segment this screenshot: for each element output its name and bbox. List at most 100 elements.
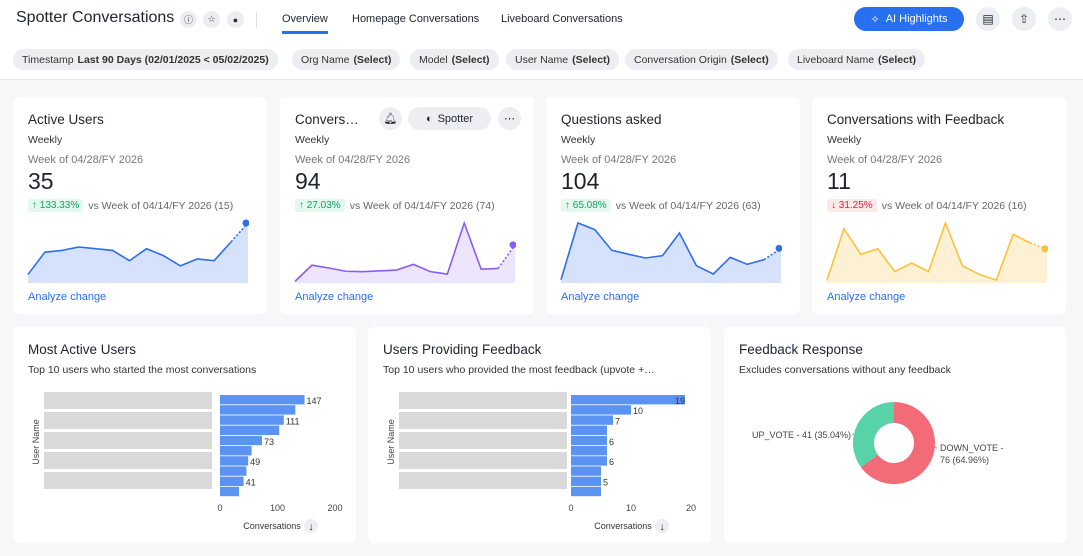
card-title: Most Active Users (28, 342, 137, 357)
kpi-card: Questions asked Weekly Week of 04/28/FY … (546, 97, 800, 314)
filter-chip[interactable]: User Name (Select) (506, 49, 620, 70)
x-axis-label: Conversations (243, 521, 301, 531)
x-tick-label: 200 (327, 503, 342, 513)
filter-label: Timestamp (22, 53, 74, 66)
bar[interactable] (220, 476, 244, 486)
kpi-period: Weekly (295, 134, 330, 146)
filter-chip[interactable]: Liveboard Name (Select) (788, 49, 925, 70)
filter-value: (Select) (451, 53, 490, 66)
bar[interactable] (220, 415, 284, 425)
filter-chip[interactable]: Timestamp Last 90 Days (02/01/2025 < 05/0… (13, 49, 278, 70)
top-bar: Spotter Conversations ⓘ ☆ ● Overview Hom… (0, 0, 1083, 80)
kpi-card: Convers… 🔔︎ ◐ Spotter ⋯ Weekly Week of 04/… (280, 97, 534, 314)
filter-chip[interactable]: Model (Select) (410, 49, 499, 70)
sparkline-area (561, 223, 781, 283)
page-title: Spotter Conversations (16, 9, 175, 26)
sparkline-line (27, 241, 232, 275)
sparkline-area (295, 223, 515, 283)
filter-chip[interactable]: Org Name (Select) (292, 49, 401, 70)
sparkline (27, 219, 249, 283)
user-name-placeholder (44, 472, 212, 489)
filter-value: (Select) (730, 53, 769, 66)
kpi-title: Questions asked (561, 112, 662, 127)
filter-chip[interactable]: Conversation Origin (Select) (625, 49, 778, 70)
y-axis-label: User Name (31, 419, 41, 465)
ai-highlights-button[interactable]: ✧ AI Highlights (854, 7, 964, 31)
slice-label-down-vote: DOWN_VOTE - (940, 443, 1004, 453)
bar[interactable] (571, 395, 685, 405)
tab-homepage-conversations[interactable]: Homepage Conversations (352, 13, 480, 25)
spotter-button[interactable]: ◐ Spotter (408, 107, 491, 130)
bar[interactable] (220, 456, 249, 466)
lock-icon[interactable]: ● (227, 11, 244, 28)
comparison-text: vs Week of 04/14/FY 2026 (63) (615, 199, 761, 212)
x-tick-label: 10 (626, 503, 636, 513)
kpi-value: 35 (28, 168, 54, 194)
bar[interactable] (220, 446, 252, 456)
tab-liveboard-conversations[interactable]: Liveboard Conversations (501, 13, 623, 25)
bar[interactable] (571, 415, 613, 425)
sort-button[interactable] (655, 519, 669, 533)
kpi-period: Weekly (561, 134, 596, 146)
bar[interactable] (571, 486, 601, 497)
x-tick-label: 100 (270, 503, 285, 513)
bar[interactable] (571, 435, 607, 446)
kpi-title: Conversations with Feedback (827, 112, 1005, 127)
bar[interactable] (220, 466, 247, 476)
bar-label: 41 (246, 478, 256, 488)
bar[interactable] (220, 435, 262, 446)
bar[interactable] (571, 425, 607, 435)
bar[interactable] (220, 405, 296, 415)
user-name-placeholder (399, 392, 567, 409)
x-tick-label: 20 (686, 503, 696, 513)
more-icon[interactable]: ⋯ (498, 107, 521, 130)
bar-chart-card: Users Providing Feedback Top 10 users who… (368, 327, 711, 543)
comment-icon[interactable]: ▤ (976, 7, 1000, 31)
bar-label: 6 (609, 437, 614, 447)
card-subtitle: Top 10 users who started the most conver… (28, 364, 257, 376)
bar-chart: User Name 19 10 7 6 6 5 0 10 20 Conversations ↓ (386, 392, 696, 533)
bar[interactable] (220, 425, 280, 435)
bar-chart-card: Most Active Users Top 10 users who starte… (13, 327, 356, 543)
sparkline-area (827, 223, 1047, 283)
donut-slice[interactable] (860, 402, 935, 484)
more-icon[interactable]: ⋯ (1048, 7, 1072, 31)
bar[interactable] (220, 486, 239, 497)
x-axis-label: Conversations (594, 521, 652, 531)
user-name-placeholder (44, 392, 212, 409)
analyze-change-link[interactable]: Analyze change (827, 291, 906, 303)
comparison-text: vs Week of 04/14/FY 2026 (16) (881, 199, 1027, 212)
bar[interactable] (571, 446, 607, 456)
change-badge: ↑ 133.33% (28, 199, 84, 212)
analyze-change-link[interactable]: Analyze change (295, 291, 374, 303)
analyze-change-link[interactable]: Analyze change (561, 291, 640, 303)
bar-label: 111 (286, 416, 300, 426)
sort-arrow-icon: ↓ (309, 522, 314, 533)
slice-label-up-vote: UP_VOTE - 41 (35.04%) (752, 430, 851, 440)
analyze-change-link[interactable]: Analyze change (28, 291, 107, 303)
bar[interactable] (220, 395, 305, 405)
kpi-title: Active Users (28, 112, 104, 127)
bar[interactable] (571, 456, 607, 466)
sparkline-line (826, 220, 1031, 282)
tab-overview[interactable]: Overview (282, 13, 328, 34)
share-icon[interactable]: ⇧ (1012, 7, 1036, 31)
info-icon[interactable]: ⓘ (180, 11, 197, 28)
bar[interactable] (571, 405, 631, 415)
bar[interactable] (571, 476, 601, 486)
change-badge: ↑ 65.08% (561, 199, 611, 212)
card-subtitle: Excludes conversations without any feedb… (739, 364, 951, 376)
filter-value: (Select) (878, 53, 916, 66)
alert-bell-icon[interactable]: 🔔︎ (379, 107, 402, 130)
bar[interactable] (571, 466, 601, 476)
sort-button[interactable] (304, 519, 318, 533)
bar-label: 147 (307, 396, 322, 406)
filter-value: (Select) (353, 53, 392, 66)
donut-slice[interactable] (853, 402, 894, 468)
bar-label: 10 (633, 406, 643, 416)
spotter-icon: ◐ (425, 112, 433, 125)
slice-label-down-vote-value: 76 (64.96%) (940, 455, 989, 465)
star-icon[interactable]: ☆ (203, 11, 220, 28)
kpi-period: Weekly (827, 134, 862, 146)
bar-label: 7 (615, 416, 620, 426)
